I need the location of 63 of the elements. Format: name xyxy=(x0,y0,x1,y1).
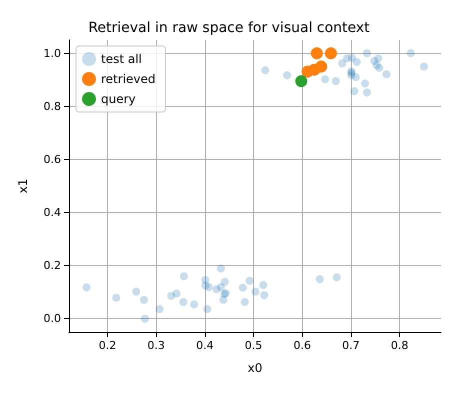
point xyxy=(310,47,323,60)
point xyxy=(350,87,358,96)
point xyxy=(140,296,148,304)
point xyxy=(140,314,149,323)
point xyxy=(295,75,308,88)
point xyxy=(363,88,371,97)
y-tick-label: 0.8 xyxy=(44,100,61,113)
point xyxy=(361,80,370,88)
point xyxy=(324,47,337,60)
y-tick-label: 1.0 xyxy=(44,46,61,60)
point xyxy=(352,73,360,82)
point xyxy=(375,64,384,72)
y-tick-label: 0.6 xyxy=(44,152,61,166)
point xyxy=(203,305,212,314)
x-tick-label: 0.8 xyxy=(390,339,408,352)
point xyxy=(332,77,340,86)
point xyxy=(316,275,324,284)
y-tick-label: 0.2 xyxy=(44,259,61,272)
point xyxy=(156,305,164,314)
point xyxy=(382,70,390,78)
point xyxy=(321,75,330,84)
point xyxy=(216,264,225,273)
point xyxy=(374,54,382,62)
point xyxy=(82,283,91,292)
y-tick-label: 0.4 xyxy=(44,206,61,220)
point xyxy=(283,71,292,80)
point xyxy=(363,49,371,58)
x-tick-label: 0.3 xyxy=(147,339,165,352)
x-axis-title: x0 xyxy=(248,361,262,375)
point xyxy=(315,60,328,73)
y-axis-title: x1 xyxy=(16,178,30,194)
point xyxy=(420,62,428,71)
point xyxy=(204,283,213,292)
point xyxy=(259,281,268,290)
chart-title: Retrieval in raw space for visual context xyxy=(88,20,370,36)
x-tick-label: 0.2 xyxy=(98,339,116,352)
point xyxy=(240,298,249,306)
point xyxy=(172,290,181,298)
x-tick-label: 0.4 xyxy=(196,339,214,352)
point xyxy=(219,296,228,304)
x-tick-label: 0.6 xyxy=(293,339,311,352)
point xyxy=(406,49,415,58)
legend-label: query xyxy=(101,92,136,106)
point xyxy=(180,272,188,280)
point xyxy=(261,66,270,74)
point xyxy=(216,283,225,292)
point xyxy=(220,278,229,286)
point xyxy=(251,288,260,296)
point xyxy=(132,288,140,296)
legend-label: test all xyxy=(101,52,142,66)
x-tick-label: 0.5 xyxy=(244,339,262,352)
point xyxy=(179,298,188,306)
point xyxy=(338,59,346,68)
point xyxy=(112,294,120,302)
point xyxy=(260,291,268,300)
x-tick-label: 0.7 xyxy=(342,339,360,352)
y-tick-label: 0.0 xyxy=(44,312,61,326)
point xyxy=(332,273,341,282)
point xyxy=(190,300,198,308)
point xyxy=(352,58,361,66)
point xyxy=(246,276,254,285)
point xyxy=(238,284,247,292)
legend-label: retrieved xyxy=(101,72,156,86)
